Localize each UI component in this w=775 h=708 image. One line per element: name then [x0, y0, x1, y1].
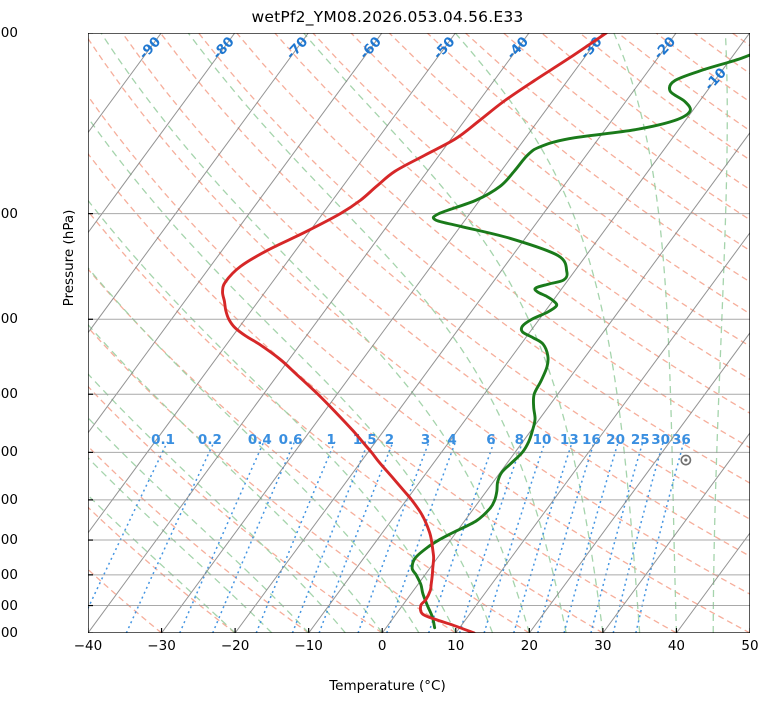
x-tick-0: 0	[377, 638, 387, 654]
dewpoint-profile-line	[410, 53, 750, 630]
x-tick--40: −40	[73, 638, 103, 654]
moist-adiabat-lines	[88, 33, 750, 633]
page-title: wetPf2_YM08.2026.053.04.56.E33	[251, 8, 524, 26]
svg-text:8: 8	[515, 432, 524, 448]
x-tick--20: −20	[220, 638, 250, 654]
x-tick-30: 30	[594, 638, 612, 654]
x-tick--10: −10	[294, 638, 323, 654]
y-tick-700: 700	[0, 532, 18, 549]
svg-text:36: 36	[672, 432, 691, 448]
plot-area: -90 -80 -70 -60 -50 -40 -30 -20 -10 0.1 0.2 0.4 0.6…	[88, 33, 750, 633]
svg-text:10: 10	[533, 432, 552, 448]
y-tick-300: 300	[0, 311, 18, 328]
y-tick-100: 100	[0, 25, 18, 41]
svg-text:0.4: 0.4	[248, 432, 272, 448]
svg-text:0.1: 0.1	[151, 432, 175, 448]
svg-text:0.6: 0.6	[279, 432, 303, 448]
x-tick-20: 20	[520, 638, 538, 654]
svg-text:16: 16	[582, 432, 601, 448]
mixing-ratio-lines	[88, 441, 685, 633]
y-axis-label: Pressure (hPa)	[61, 209, 77, 307]
temperature-profile-line	[221, 33, 608, 633]
y-tick-900: 900	[0, 597, 18, 614]
x-tick-50: 50	[741, 638, 759, 654]
svg-text:20: 20	[606, 432, 625, 448]
y-tick-400: 400	[0, 386, 18, 403]
svg-text:2: 2	[385, 432, 394, 448]
svg-text:0.2: 0.2	[198, 432, 222, 448]
pressure-gridlines	[88, 213, 750, 633]
y-tick-600: 600	[0, 491, 18, 508]
lifted-parcel-marker	[680, 454, 692, 466]
x-tick--30: −30	[147, 638, 176, 654]
svg-text:1: 1	[326, 432, 335, 448]
dry-adiabat-lines	[88, 33, 750, 633]
svg-text:13: 13	[560, 432, 579, 448]
svg-text:25: 25	[631, 432, 650, 448]
y-tick-1000: 1000	[0, 625, 18, 641]
x-axis-label: Temperature (°C)	[329, 678, 446, 694]
skewt-canvas: -90 -80 -70 -60 -50 -40 -30 -20-10 0.1 0.2 0.4 0.6…	[88, 33, 750, 633]
y-tick-200: 200	[0, 205, 18, 222]
y-tick-800: 800	[0, 566, 18, 583]
plot-background	[88, 33, 750, 633]
svg-text:4: 4	[447, 432, 456, 448]
svg-text:30: 30	[651, 432, 670, 448]
y-tick-500: 500	[0, 444, 18, 461]
x-tick-40: 40	[667, 638, 686, 654]
svg-text:6: 6	[486, 432, 495, 448]
svg-text:3: 3	[421, 432, 430, 448]
x-tick-10: 10	[447, 638, 465, 654]
